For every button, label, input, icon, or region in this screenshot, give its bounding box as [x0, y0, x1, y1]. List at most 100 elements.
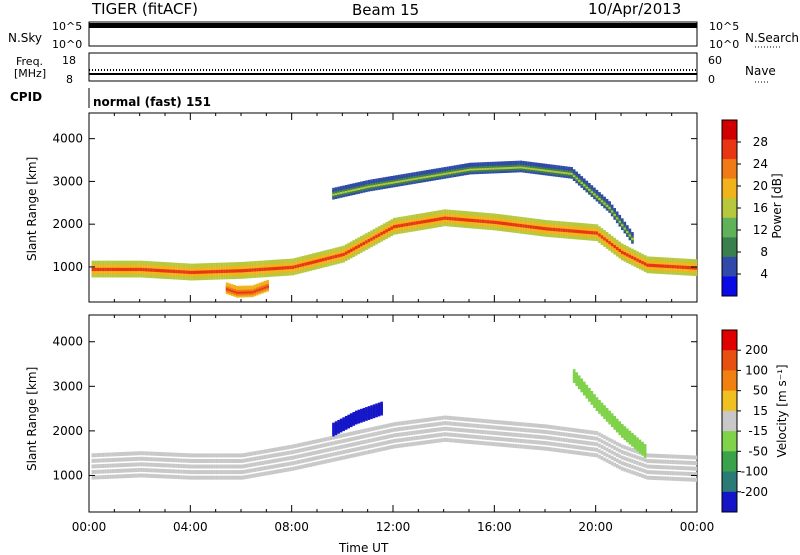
- power-echo-cell: [349, 183, 353, 188]
- power-echo-cell: [230, 284, 234, 289]
- velocity-echo-cell: [235, 470, 239, 475]
- velocity-echo-cell: [319, 438, 323, 443]
- velocity-echo-cell: [636, 447, 639, 452]
- velocity-echo-cell: [626, 457, 629, 462]
- power-echo-cell: [241, 271, 244, 276]
- velocity-echo-cell: [398, 427, 401, 432]
- velocity-echo-cell: [319, 449, 323, 454]
- velocity-echo-cell: [684, 471, 687, 476]
- power-echo-cell: [684, 271, 687, 276]
- power-echo-cell: [132, 260, 135, 265]
- velocity-echo-cell: [311, 462, 315, 467]
- power-echo-cell: [165, 262, 168, 267]
- velocity-echo-cell: [590, 393, 594, 398]
- velocity-echo-cell: [514, 444, 518, 449]
- power-echo-cell: [585, 236, 589, 241]
- power-echo-cell: [218, 272, 221, 277]
- velocity-echo-cell: [393, 422, 396, 427]
- velocity-echo-cell: [463, 434, 467, 439]
- power-echo-cell: [491, 223, 495, 228]
- power-echo-cell: [395, 175, 399, 180]
- power-echo-cell: [542, 229, 546, 234]
- velocity-echo-cell: [623, 462, 627, 467]
- velocity-echo-cell: [605, 417, 609, 422]
- velocity-echo-cell: [104, 458, 107, 463]
- velocity-echo-cell: [496, 436, 500, 441]
- velocity-echo-cell: [595, 402, 599, 407]
- power-y-tick-label: 1000: [52, 260, 83, 274]
- velocity-echo-cell: [600, 409, 604, 414]
- power-echo-cell: [481, 215, 485, 220]
- velocity-echo-cell: [638, 467, 642, 472]
- velocity-echo-cell: [446, 426, 449, 431]
- power-echo-cell: [256, 270, 259, 275]
- power-echo-cell: [557, 221, 561, 226]
- velocity-echo-cell: [134, 451, 138, 456]
- power-echo-cell: [152, 271, 155, 276]
- velocity-echo-cell: [674, 465, 677, 470]
- power-echo-cell: [243, 274, 247, 279]
- power-echo-cell: [159, 265, 163, 270]
- power-echo-cell: [512, 160, 515, 165]
- power-echo-cell: [448, 219, 452, 224]
- velocity-echo-cell: [623, 450, 627, 455]
- nave-label: Nave: [745, 64, 776, 78]
- power-echo-cell: [403, 216, 406, 221]
- power-echo-cell: [251, 270, 254, 275]
- power-echo-cell: [405, 215, 409, 220]
- power-echo-cell: [519, 160, 523, 165]
- power-echo-cell: [471, 221, 475, 226]
- power-echo-cell: [651, 259, 654, 264]
- power-echo-cell: [605, 241, 609, 246]
- power-echo-cell: [659, 269, 662, 274]
- velocity-echo-cell: [608, 460, 611, 465]
- velocity-echo-cell: [347, 448, 350, 453]
- power-echo-cell: [613, 244, 616, 249]
- power-echo-cell: [99, 273, 102, 278]
- power-echo-cell: [99, 263, 102, 268]
- velocity-echo-cell: [527, 428, 530, 433]
- velocity-echo-cell: [471, 429, 475, 434]
- power-echo-cell: [466, 217, 470, 222]
- velocity-echo-cell: [428, 428, 432, 433]
- velocity-echo-cell: [448, 427, 452, 432]
- velocity-echo-cell: [415, 430, 419, 435]
- power-echo-cell: [671, 267, 675, 272]
- power-echo-cell: [182, 269, 186, 274]
- velocity-echo-cell: [529, 423, 533, 428]
- velocity-echo-cell: [395, 421, 399, 426]
- velocity-echo-cell: [560, 426, 563, 431]
- power-echo-cell: [233, 271, 236, 276]
- velocity-echo-cell: [273, 453, 277, 458]
- power-echo-cell: [324, 253, 328, 258]
- power-echo-cell: [532, 162, 535, 167]
- velocity-echo-cell: [329, 458, 333, 463]
- power-echo-cell: [441, 167, 444, 172]
- power-echo-cell: [253, 261, 257, 266]
- velocity-echo-cell: [633, 435, 637, 440]
- velocity-echo-cell: [109, 452, 112, 457]
- velocity-echo-cell: [375, 413, 378, 418]
- velocity-echo-cell: [595, 407, 599, 412]
- velocity-echo-cell: [281, 462, 285, 467]
- velocity-echo-cell: [565, 438, 568, 443]
- power-echo-cell: [261, 273, 264, 278]
- velocity-echo-cell: [486, 430, 490, 435]
- power-echo-cell: [142, 267, 145, 272]
- power-echo-cell: [382, 229, 386, 234]
- power-echo-cell: [669, 257, 672, 262]
- power-echo-cell: [235, 274, 239, 279]
- power-echo-cell: [124, 260, 128, 265]
- velocity-echo-cell: [360, 451, 363, 456]
- velocity-echo-cell: [309, 451, 312, 456]
- power-echo-cell: [157, 268, 160, 273]
- velocity-echo-cell: [517, 444, 520, 449]
- power-echo-cell: [590, 230, 594, 235]
- power-echo-cell: [433, 211, 437, 216]
- power-colorbar-segment: [722, 237, 737, 258]
- velocity-echo-cell: [367, 411, 371, 416]
- velocity-echo-cell: [263, 460, 267, 465]
- velocity-echo-cell: [694, 455, 698, 460]
- power-echo-cell: [565, 224, 568, 229]
- power-echo-cell: [562, 227, 566, 232]
